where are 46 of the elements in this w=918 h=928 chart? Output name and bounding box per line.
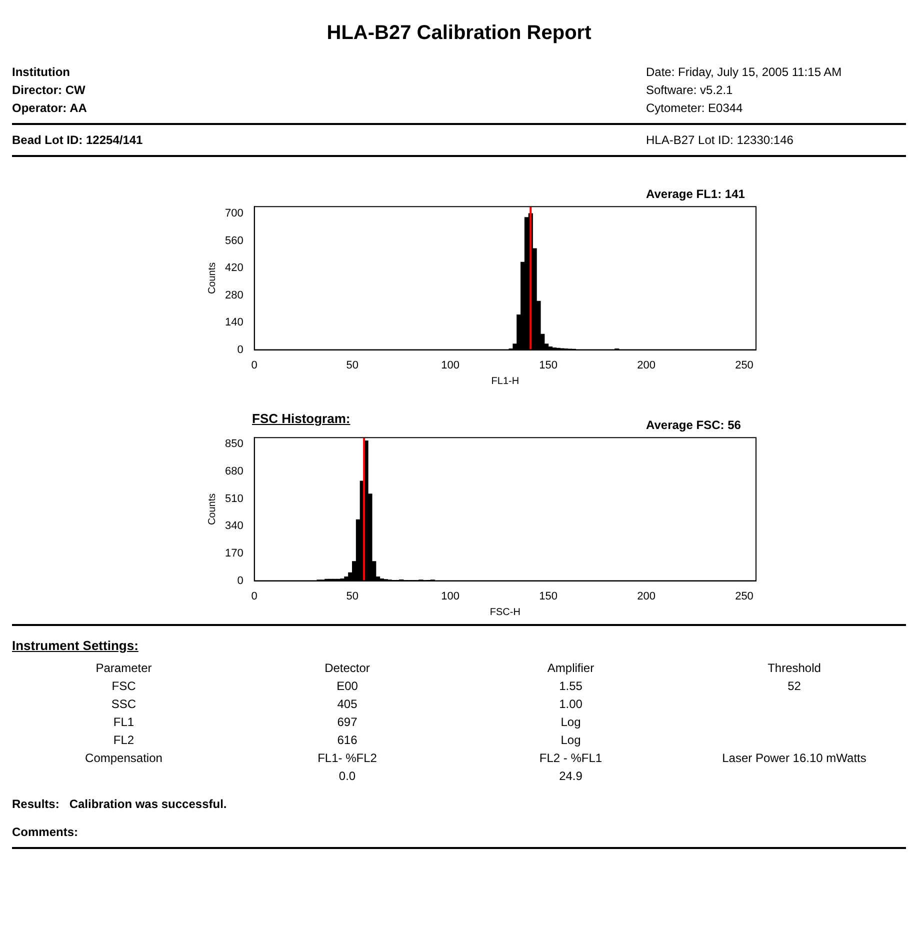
y-tick-label: 140 bbox=[224, 316, 244, 329]
text: Bead Lot ID: 12254/141 HLA-B27 Lot ID: 12330:146 bbox=[12, 133, 794, 147]
x-tick-label: 200 bbox=[637, 590, 656, 602]
text: Compensation FL1- %FL2 FL2 - %FL1 Laser Power 16.10 mWatts bbox=[85, 751, 866, 765]
y-tick-label: 0 bbox=[237, 344, 244, 356]
y-axis-title: Counts bbox=[206, 493, 218, 526]
text: Comments: bbox=[12, 824, 80, 839]
x-tick-label: 100 bbox=[441, 590, 460, 602]
x-axis-title: FL1-H bbox=[491, 376, 520, 387]
text: Parameter Detector Amplifier Threshold bbox=[96, 661, 821, 675]
y-tick-label: 560 bbox=[224, 234, 244, 247]
x-tick-label: 150 bbox=[539, 590, 558, 602]
x-tick-label: 0 bbox=[251, 590, 258, 602]
text: FSC E00 1.55 52 bbox=[112, 679, 801, 693]
y-tick-label: 340 bbox=[224, 520, 244, 532]
text: Average FL1: 141 bbox=[646, 186, 746, 201]
text: HLA-B27 Calibration Report bbox=[326, 21, 592, 46]
y-tick-label: 170 bbox=[224, 547, 244, 560]
text: Results: Calibration was successful. bbox=[12, 796, 228, 811]
y-tick-label: 280 bbox=[224, 289, 244, 302]
y-tick-label: 700 bbox=[224, 208, 244, 220]
y-tick-label: 680 bbox=[224, 465, 244, 478]
text: Operator: AA Cytometer: E0344 bbox=[12, 101, 743, 115]
text: Director: CW Software: v5.2.1 bbox=[12, 83, 733, 97]
text: 0.0 24.9 bbox=[338, 769, 582, 783]
x-tick-label: 250 bbox=[735, 359, 754, 372]
chart-title: FSC Histogram: bbox=[252, 410, 350, 428]
y-tick-label: 850 bbox=[224, 438, 244, 450]
text: FL2 616 Log bbox=[113, 733, 581, 747]
x-tick-label: 50 bbox=[346, 359, 358, 372]
y-tick-label: 0 bbox=[237, 574, 244, 587]
x-tick-label: 100 bbox=[441, 359, 460, 372]
x-axis-title: FSC-H bbox=[490, 606, 520, 618]
x-tick-label: 50 bbox=[346, 590, 358, 602]
y-tick-label: 510 bbox=[224, 492, 244, 505]
text: FL1 697 Log bbox=[113, 715, 581, 729]
x-tick-label: 150 bbox=[539, 359, 558, 372]
text: Institution Date: Friday, July 15, 2005 11:15 AM bbox=[12, 65, 842, 79]
y-tick-label: 420 bbox=[224, 262, 244, 274]
x-tick-label: 250 bbox=[735, 590, 754, 602]
text: Average FSC: 56 bbox=[646, 417, 742, 432]
y-axis-title: Counts bbox=[206, 262, 218, 294]
x-tick-label: 200 bbox=[637, 359, 656, 372]
text: Instrument Settings: bbox=[12, 637, 140, 655]
x-tick-label: 0 bbox=[251, 359, 258, 372]
text: SSC 405 1.00 bbox=[111, 697, 582, 711]
